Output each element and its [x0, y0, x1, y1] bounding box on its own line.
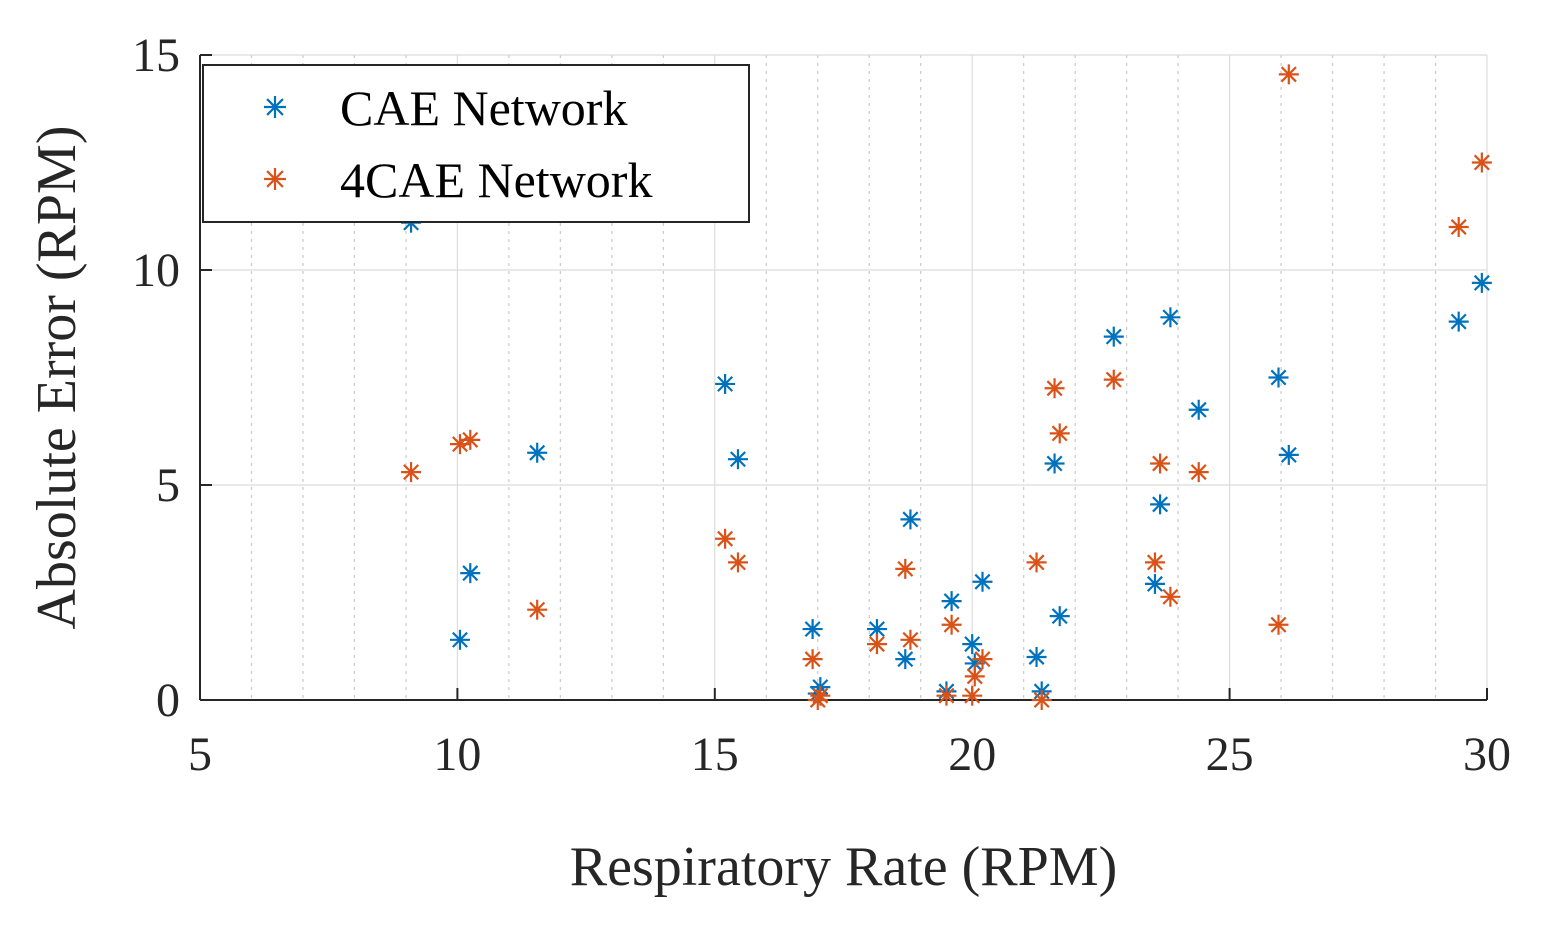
legend-marker — [264, 168, 286, 190]
data-point — [900, 629, 921, 650]
x-tick-label: 5 — [188, 728, 212, 781]
data-series — [401, 64, 1492, 710]
data-point — [1026, 552, 1047, 573]
data-point — [802, 619, 823, 640]
data-point — [1188, 462, 1209, 483]
data-point — [401, 462, 422, 483]
data-point — [1103, 326, 1124, 347]
legend-box — [202, 64, 750, 223]
data-point — [1044, 453, 1065, 474]
legend-label: CAE Network — [340, 80, 627, 136]
data-point — [810, 685, 831, 706]
data-point — [1103, 369, 1124, 390]
data-point — [1278, 64, 1299, 85]
data-point — [964, 666, 985, 687]
data-point — [1049, 606, 1070, 627]
data-point — [1031, 690, 1052, 710]
data-point — [941, 614, 962, 635]
data-point — [527, 442, 548, 463]
data-point — [1150, 494, 1171, 515]
legend-label: 4CAE Network — [340, 152, 652, 208]
y-axis-ticks: 0 5 10 15 — [132, 29, 212, 727]
data-point — [1448, 217, 1469, 237]
data-point — [1049, 423, 1070, 444]
x-tick-label: 15 — [691, 728, 739, 781]
data-point — [1471, 272, 1492, 293]
data-point — [972, 571, 993, 592]
x-axis-ticks: 5 10 15 20 25 30 — [188, 688, 1511, 781]
series-2 — [401, 64, 1492, 710]
data-point — [1144, 552, 1165, 573]
data-point — [527, 599, 548, 620]
data-point — [715, 528, 736, 549]
data-point — [895, 558, 916, 579]
data-point — [1471, 152, 1492, 173]
data-point — [936, 685, 957, 706]
data-point — [1268, 614, 1289, 635]
data-point — [449, 629, 470, 650]
data-point — [1160, 586, 1181, 607]
data-point — [1268, 367, 1289, 388]
y-tick-label: 5 — [156, 459, 180, 512]
data-point — [962, 634, 983, 655]
x-tick-label: 20 — [948, 728, 996, 781]
data-point — [962, 685, 983, 706]
data-point — [1278, 444, 1299, 465]
data-point — [727, 552, 748, 573]
data-point — [900, 509, 921, 530]
y-tick-label: 10 — [132, 244, 180, 297]
y-tick-label: 15 — [132, 29, 180, 82]
data-point — [941, 591, 962, 612]
data-point — [715, 373, 736, 394]
data-point — [1448, 311, 1469, 332]
data-point — [1044, 378, 1065, 399]
data-point — [1150, 453, 1171, 474]
y-axis-title: Absolute Error (RPM) — [26, 126, 88, 630]
data-point — [866, 634, 887, 655]
data-point — [727, 449, 748, 470]
x-tick-label: 30 — [1463, 728, 1511, 781]
data-point — [895, 649, 916, 670]
data-point — [460, 563, 481, 584]
data-point — [1144, 573, 1165, 594]
legend-marker — [264, 96, 286, 118]
y-tick-label: 0 — [156, 674, 180, 727]
data-point — [1188, 399, 1209, 420]
data-point — [460, 429, 481, 450]
x-axis-title: Respiratory Rate (RPM) — [570, 836, 1117, 898]
x-tick-label: 10 — [433, 728, 481, 781]
data-point — [1160, 307, 1181, 328]
x-tick-label: 25 — [1206, 728, 1254, 781]
data-point — [802, 649, 823, 670]
legend: CAE Network 4CAE Network — [202, 64, 750, 223]
data-point — [1026, 647, 1047, 667]
axes — [199, 55, 1487, 701]
data-point — [972, 649, 993, 670]
